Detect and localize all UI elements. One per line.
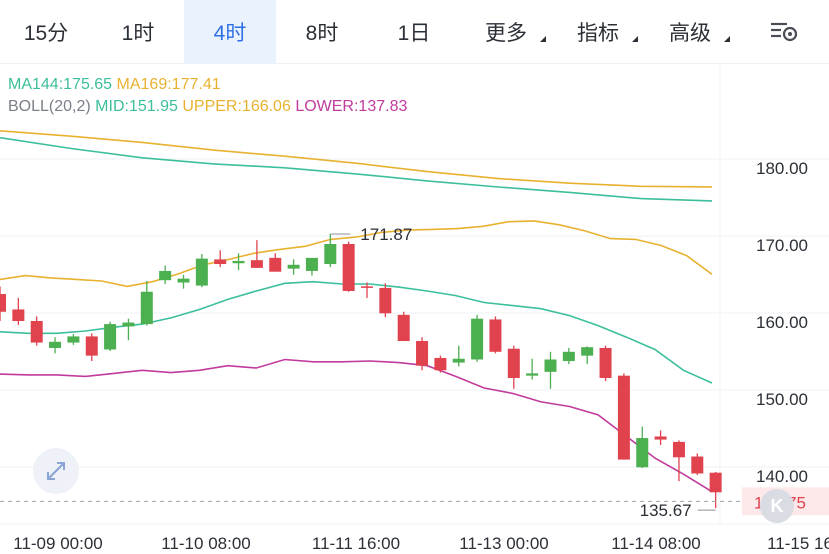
dropdown-caret-icon bbox=[724, 35, 730, 42]
line-lower bbox=[0, 358, 713, 493]
candle-body bbox=[434, 357, 447, 371]
y-tick-label: 180.00 bbox=[756, 159, 808, 178]
timeframe-tabs: 15分 1时 4时 8时 1日 更多 指标 高级 bbox=[0, 0, 829, 64]
candle-body bbox=[361, 286, 373, 288]
candle-body bbox=[122, 322, 135, 327]
candle-body bbox=[416, 341, 429, 366]
candle-body bbox=[177, 278, 190, 283]
candle-body bbox=[0, 294, 6, 312]
candle-body bbox=[471, 318, 484, 360]
tab-7[interactable]: 高级 bbox=[644, 0, 736, 64]
line-ma144 bbox=[0, 136, 713, 202]
boll-upper-legend: UPPER:166.06 bbox=[182, 98, 291, 115]
x-tick-label: 11-13 00:00 bbox=[459, 534, 548, 553]
min-price-label: 135.67 bbox=[640, 501, 692, 520]
candle-body bbox=[159, 270, 172, 281]
boll-legend-label: BOLL(20,2) bbox=[8, 98, 91, 115]
tab-label: 1日 bbox=[397, 21, 431, 45]
candle-body bbox=[269, 257, 282, 272]
tab-4[interactable]: 1日 bbox=[368, 0, 460, 64]
candle-body bbox=[67, 336, 80, 343]
candle-body bbox=[104, 324, 117, 350]
y-tick-label: 140.00 bbox=[756, 467, 808, 486]
candle-body bbox=[636, 438, 649, 468]
candle-body bbox=[452, 358, 465, 363]
line-mid bbox=[0, 280, 713, 384]
candle-body bbox=[342, 244, 355, 291]
tab-label: 指标 bbox=[577, 21, 619, 45]
tab-label: 更多 bbox=[485, 21, 527, 45]
line-ma169 bbox=[0, 130, 713, 188]
x-tick-label: 11-10 08:00 bbox=[161, 534, 250, 553]
tab-label: 4时 bbox=[213, 21, 247, 45]
candle-body bbox=[305, 257, 318, 271]
boll-mid-legend: MID:151.95 bbox=[95, 98, 178, 115]
x-tick-label: 11-15 16 bbox=[767, 534, 829, 553]
tab-6[interactable]: 指标 bbox=[552, 0, 644, 64]
candle-body bbox=[544, 359, 557, 372]
candle-body bbox=[489, 319, 502, 352]
tab-label: 高级 bbox=[669, 21, 711, 45]
ma144-legend: MA144:175.65 bbox=[8, 76, 113, 93]
tab-label: 8时 bbox=[305, 21, 339, 45]
candle-body bbox=[232, 260, 245, 264]
candle-body bbox=[85, 336, 98, 356]
candle-body bbox=[49, 341, 62, 348]
dropdown-caret-icon bbox=[540, 35, 546, 42]
candle-body bbox=[672, 441, 685, 458]
x-tick-label: 11-11 16:00 bbox=[312, 534, 400, 553]
boll-legend: BOLL(20,2) MID:151.95 UPPER:166.06 LOWER… bbox=[8, 98, 407, 116]
candle-body bbox=[397, 314, 410, 342]
candle-body bbox=[140, 291, 153, 325]
candle-body bbox=[691, 456, 704, 474]
ma169-legend: MA169:177.41 bbox=[116, 76, 221, 93]
candle-body bbox=[12, 309, 25, 321]
tab-3[interactable]: 8时 bbox=[276, 0, 368, 64]
candle-body bbox=[250, 260, 263, 268]
candle-body bbox=[581, 347, 594, 356]
tab-label: 15分 bbox=[23, 21, 69, 45]
x-tick-label: 11-09 00:00 bbox=[13, 534, 102, 553]
max-price-label: 171.87 bbox=[360, 225, 412, 244]
candle-body bbox=[562, 351, 575, 362]
tab-5[interactable]: 更多 bbox=[460, 0, 552, 64]
y-tick-label: 160.00 bbox=[756, 313, 808, 332]
candle-body bbox=[30, 321, 43, 343]
candle-body bbox=[324, 244, 337, 265]
candle-body bbox=[599, 347, 612, 378]
candle-body bbox=[709, 472, 722, 493]
candle-body bbox=[507, 348, 520, 378]
tab-1[interactable]: 1时 bbox=[92, 0, 184, 64]
chart-settings-icon[interactable] bbox=[769, 18, 799, 46]
y-tick-label: 170.00 bbox=[756, 236, 808, 255]
expand-icon[interactable] bbox=[33, 448, 79, 494]
k-line-icon[interactable]: K bbox=[760, 489, 794, 523]
candle-body bbox=[214, 259, 227, 265]
line-upper bbox=[0, 220, 713, 288]
boll-lower-legend: LOWER:137.83 bbox=[295, 98, 408, 115]
tab-2[interactable]: 4时 bbox=[184, 0, 276, 64]
tab-label: 1时 bbox=[121, 21, 155, 45]
candle-body bbox=[379, 287, 392, 314]
ma-legend: MA144:175.65 MA169:177.41 bbox=[8, 76, 221, 94]
candle-body bbox=[287, 264, 300, 269]
dropdown-caret-icon bbox=[632, 35, 638, 42]
candle-body bbox=[617, 375, 630, 460]
tab-0[interactable]: 15分 bbox=[0, 0, 92, 64]
candle-body bbox=[654, 436, 667, 440]
y-tick-label: 150.00 bbox=[756, 390, 808, 409]
candle-body bbox=[526, 373, 539, 376]
candle-body bbox=[195, 258, 208, 286]
x-tick-label: 11-14 08:00 bbox=[611, 534, 700, 553]
